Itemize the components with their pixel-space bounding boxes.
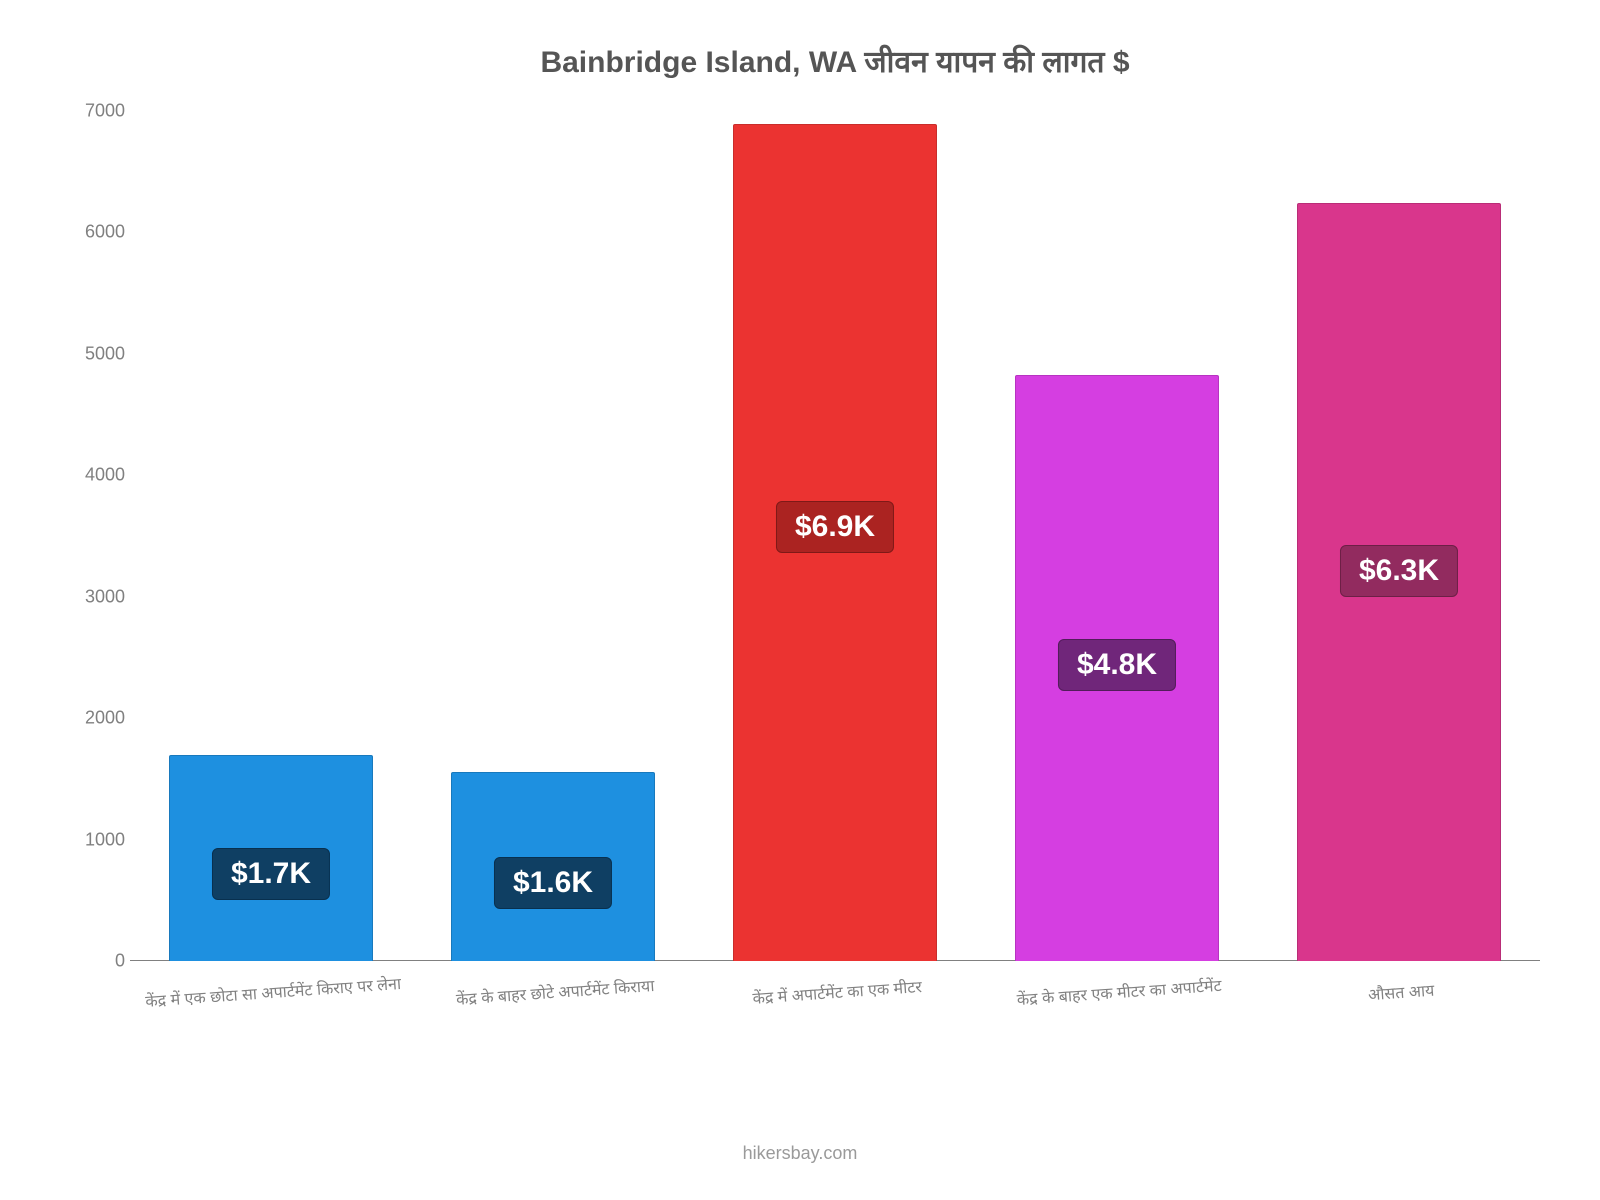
bar-value-label: $6.3K <box>1340 545 1458 597</box>
bar-slot: $6.3K <box>1258 111 1540 961</box>
y-tick: 1000 <box>70 829 125 850</box>
x-category-label: केंद्र में अपार्टमेंट का एक मीटर <box>694 951 978 1013</box>
bar-slot: $1.6K <box>412 111 694 961</box>
cost-of-living-chart: Bainbridge Island, WA जीवन यापन की लागत … <box>0 0 1600 1200</box>
bar-value-label: $1.7K <box>212 848 330 900</box>
bar-slot: $1.7K <box>130 111 412 961</box>
bar-slot: $4.8K <box>976 111 1258 961</box>
bar-value-label: $1.6K <box>494 857 612 909</box>
y-tick: 6000 <box>70 222 125 243</box>
bar: $6.9K <box>733 124 936 961</box>
y-tick: 0 <box>70 951 125 972</box>
bar: $4.8K <box>1015 375 1218 962</box>
x-category-label: औसत आय <box>1258 951 1542 1013</box>
y-tick: 3000 <box>70 586 125 607</box>
x-category-label: केंद्र के बाहर एक मीटर का अपार्टमेंट <box>976 951 1260 1013</box>
bar: $1.6K <box>451 772 654 961</box>
bar: $1.7K <box>169 755 372 961</box>
bar-value-label: $4.8K <box>1058 639 1176 691</box>
y-tick: 4000 <box>70 465 125 486</box>
x-category-label: केंद्र के बाहर छोटे अपार्टमेंट किराया <box>412 951 696 1013</box>
bar: $6.3K <box>1297 203 1500 961</box>
y-tick: 5000 <box>70 343 125 364</box>
x-labels: केंद्र में एक छोटा सा अपार्टमेंट किराए प… <box>130 961 1540 1003</box>
y-axis: 01000200030004000500060007000 <box>70 111 125 961</box>
bar-value-label: $6.9K <box>776 501 894 553</box>
bars-container: $1.7K $1.6K $6.9K $4.8K $6.3K <box>130 111 1540 961</box>
chart-title: Bainbridge Island, WA जीवन यापन की लागत … <box>130 40 1540 81</box>
y-tick: 7000 <box>70 101 125 122</box>
y-tick: 2000 <box>70 708 125 729</box>
bar-slot: $6.9K <box>694 111 976 961</box>
x-category-label: केंद्र में एक छोटा सा अपार्टमेंट किराए प… <box>130 951 414 1013</box>
attribution: hikersbay.com <box>0 1143 1600 1164</box>
plot-area: 01000200030004000500060007000 $1.7K$1.6K… <box>130 111 1540 961</box>
